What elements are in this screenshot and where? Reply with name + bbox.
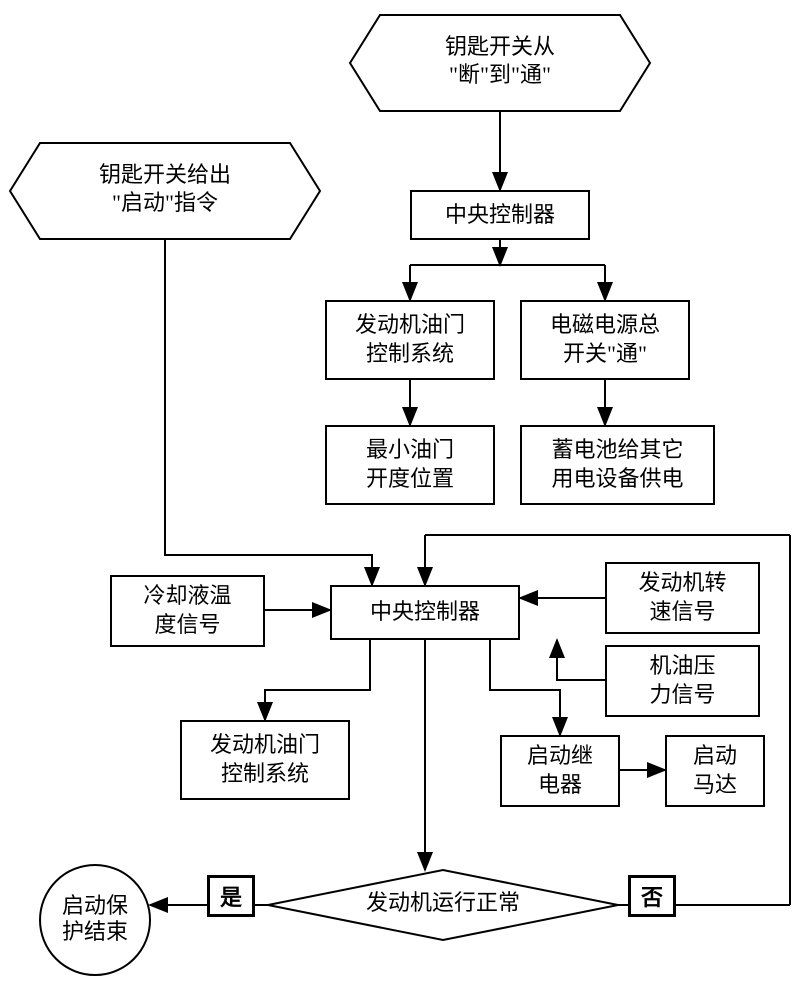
start-motor: 启动马达 (665, 735, 765, 807)
central-controller-1: 中央控制器 (410, 190, 590, 240)
label: 冷却液温度信号 (143, 582, 231, 639)
svg-text:启动保: 启动保 (62, 893, 128, 918)
coolant-temp-signal: 冷却液温度信号 (110, 575, 265, 647)
yes-label: 是 (207, 875, 255, 917)
label: 电磁电源总开关"通" (550, 311, 660, 368)
svg-text:护结束: 护结束 (62, 919, 128, 944)
label: 中央控制器 (370, 598, 480, 627)
label: 蓄电池给其它用电设备供电 (551, 436, 683, 493)
svg-text:"启动"指令: "启动"指令 (112, 190, 218, 215)
engine-rpm-signal: 发动机转速信号 (605, 562, 760, 634)
label: 发动机油门控制系统 (210, 731, 320, 788)
label: 发动机油门控制系统 (355, 311, 465, 368)
svg-text:钥匙开关给出: 钥匙开关给出 (99, 162, 231, 187)
central-controller-2: 中央控制器 (330, 585, 520, 640)
svg-text:钥匙开关从: 钥匙开关从 (445, 34, 555, 59)
throttle-system-2: 发动机油门控制系统 (180, 720, 350, 800)
label: 机油压力信号 (649, 652, 715, 709)
label: 启动继电器 (527, 742, 593, 799)
battery-supply: 蓄电池给其它用电设备供电 (520, 425, 715, 505)
label: 启动马达 (693, 742, 737, 799)
no-label: 否 (628, 875, 676, 917)
label: 最小油门开度位置 (366, 436, 454, 493)
min-throttle: 最小油门开度位置 (325, 425, 495, 505)
start-relay: 启动继电器 (500, 735, 620, 807)
label: 中央控制器 (445, 201, 555, 230)
svg-text:发动机运行正常: 发动机运行正常 (366, 890, 520, 915)
svg-text:"断"到"通": "断"到"通" (449, 62, 551, 87)
power-switch-on: 电磁电源总开关"通" (520, 300, 690, 380)
label: 发动机转速信号 (638, 569, 726, 626)
flowchart-canvas: 钥匙开关从 "断"到"通" 钥匙开关给出 "启动"指令发动机运行正常 启动保护结束 中央… (0, 0, 802, 1000)
throttle-system-1: 发动机油门控制系统 (325, 300, 495, 380)
oil-pressure-signal: 机油压力信号 (605, 645, 760, 717)
